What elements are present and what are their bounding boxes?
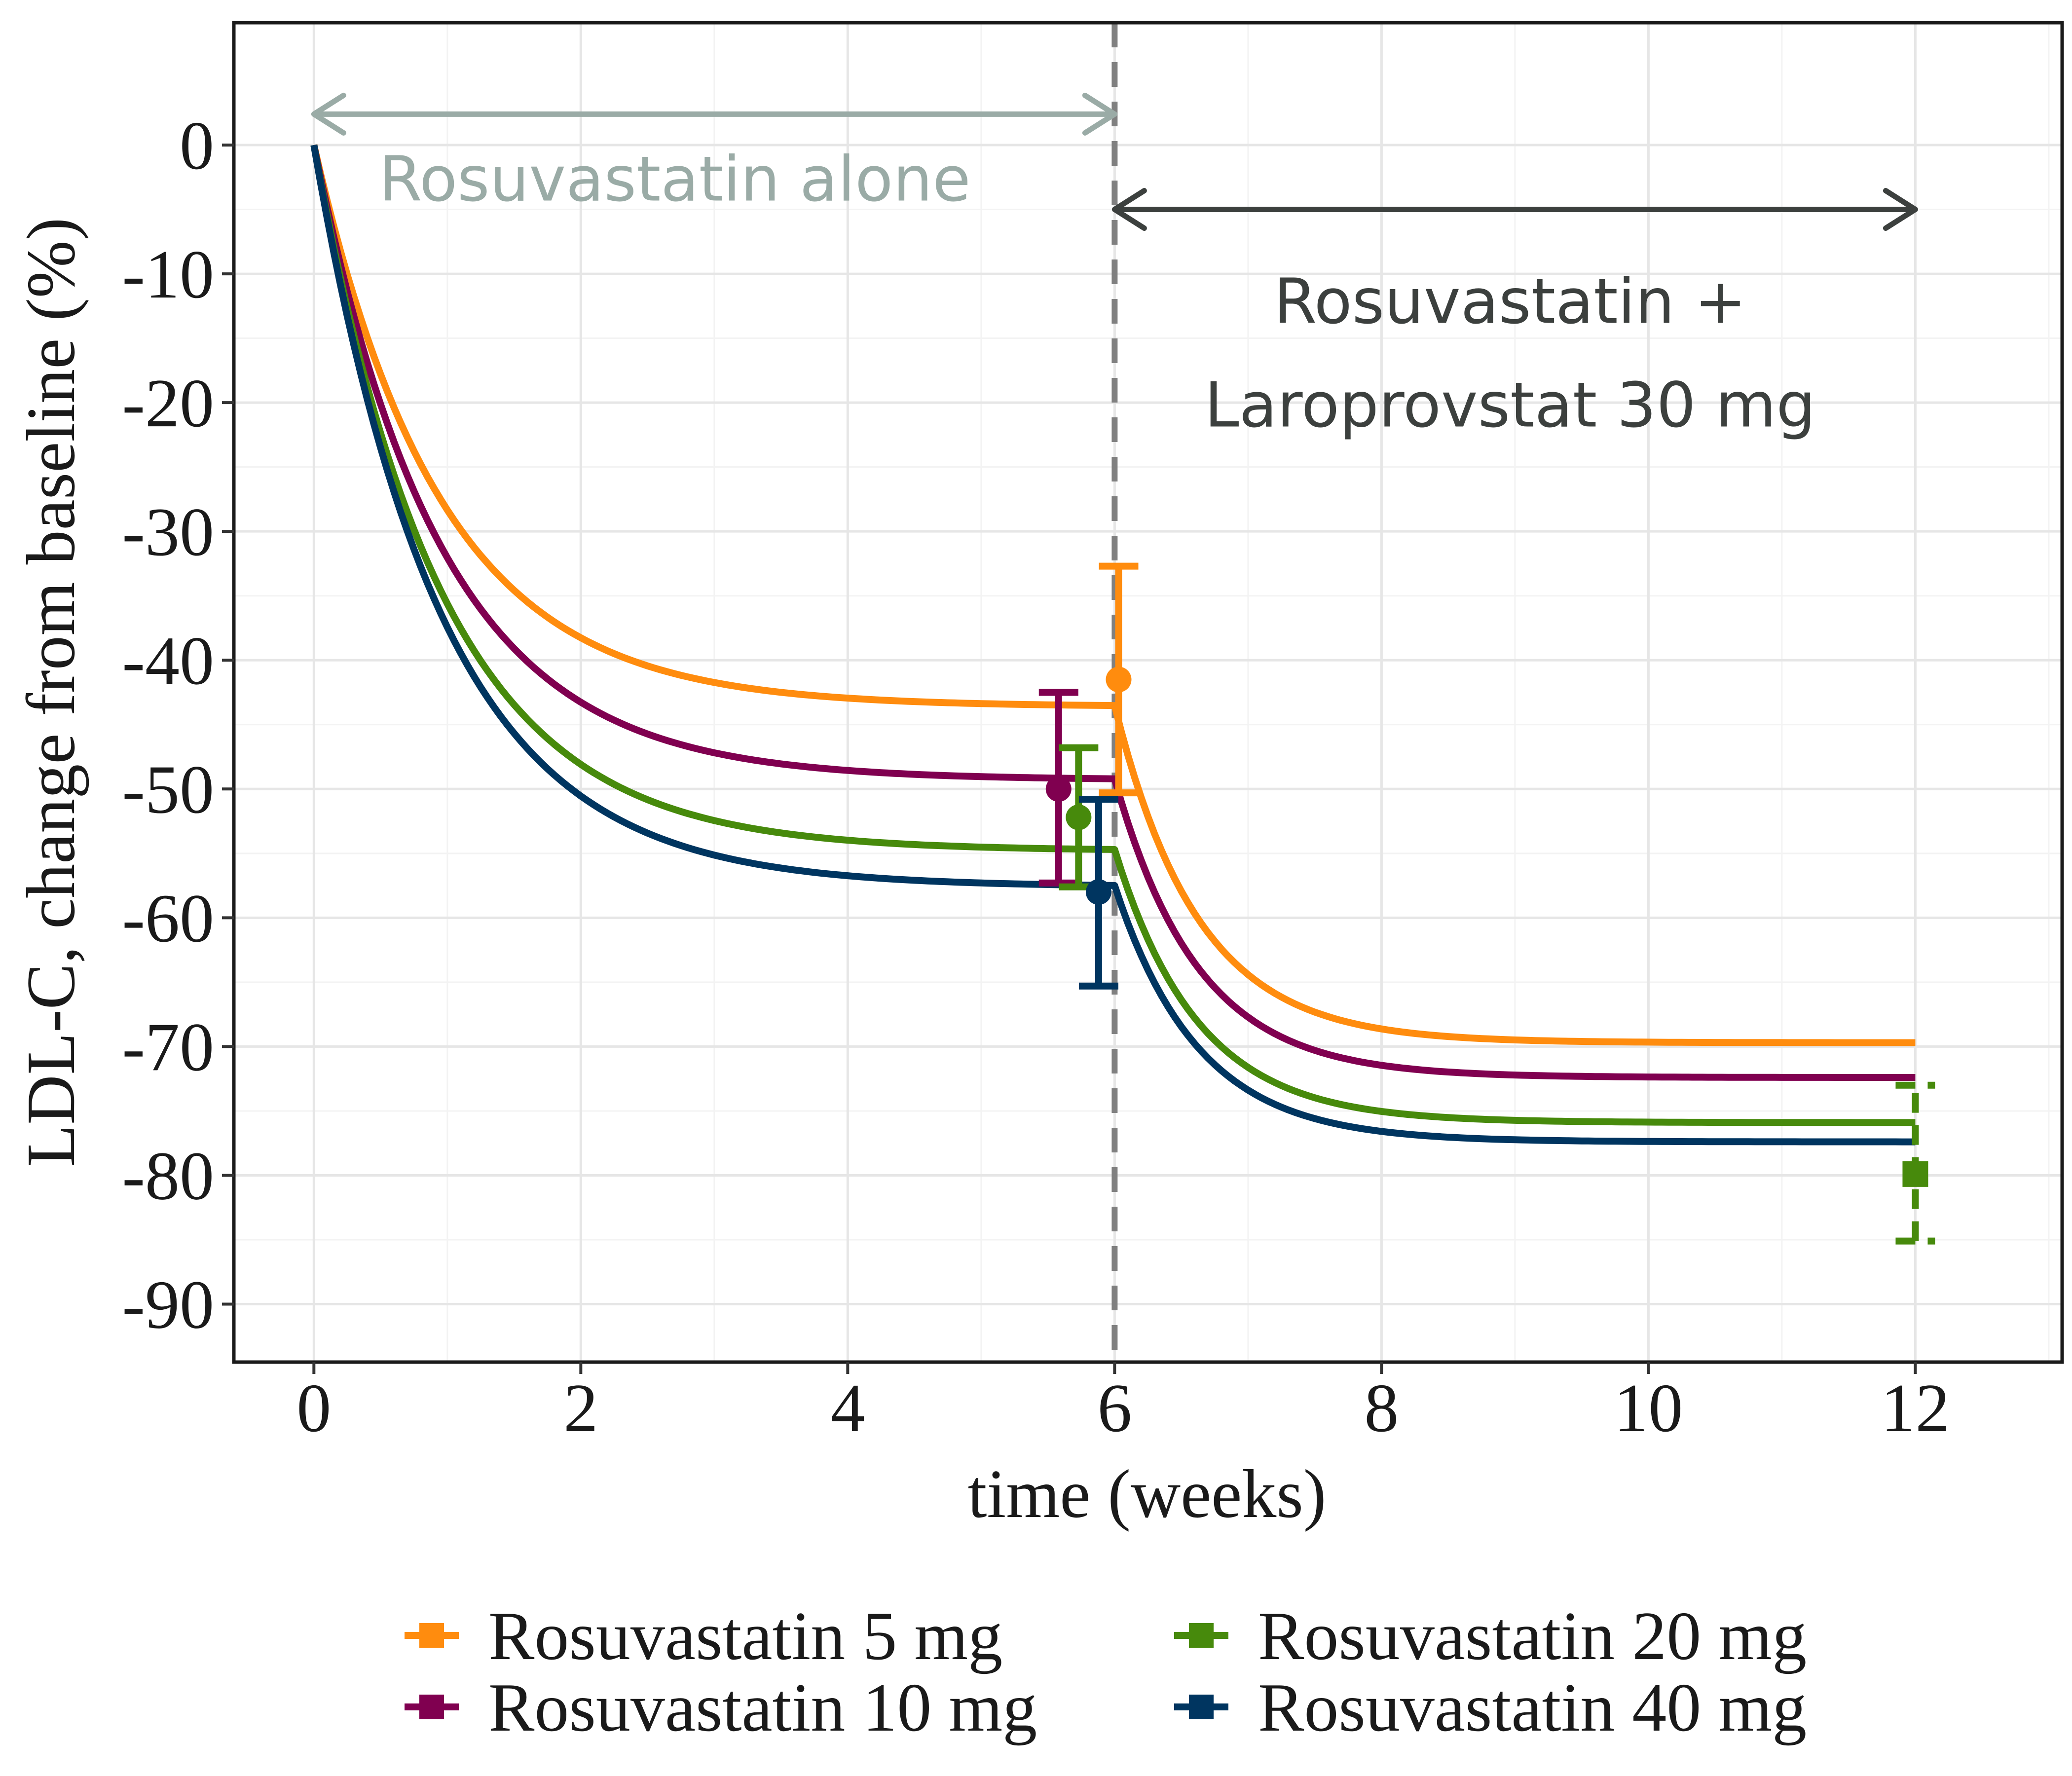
legend-label: Rosuvastatin 5 mg (488, 1598, 1002, 1674)
x-tick-label: 0 (296, 1370, 331, 1446)
y-tick-label: -70 (122, 1009, 214, 1085)
grid (234, 23, 2062, 1362)
legend-label: Rosuvastatin 20 mg (1258, 1598, 1807, 1674)
legend-key-marker (1189, 1695, 1214, 1719)
axis-ticks: 0 2 4 6 8 10 12 0 -10 -20 -30 -40 -50 -60 -70 -80 -90 (122, 108, 1950, 1446)
arrow-head-left (1111, 188, 1147, 231)
arrow-head-right (1883, 188, 1918, 231)
x-tick-label: 2 (563, 1370, 598, 1446)
model-curve (310, 144, 1916, 1146)
legend-key-marker (419, 1695, 444, 1719)
x-tick-label: 4 (830, 1370, 865, 1446)
model-curve (310, 144, 1916, 1081)
phase-annotations: Rosuvastatin alone Rosuvastatin + Laroprov… (311, 92, 1918, 441)
series-curves (310, 144, 1916, 1146)
observed-circle (1066, 804, 1092, 830)
y-tick-label: -60 (122, 880, 214, 957)
arrow-head-left (311, 92, 346, 136)
annotation-combo-label: Rosuvastatin + (1274, 265, 1746, 337)
observed-circle (1085, 879, 1111, 905)
x-tick-label: 6 (1097, 1370, 1132, 1446)
arrow-head-right (1082, 92, 1117, 136)
legend-label: Rosuvastatin 10 mg (488, 1669, 1037, 1746)
y-tick-label: -30 (122, 494, 214, 570)
observed-circle (1045, 776, 1072, 802)
plot-border (232, 21, 2064, 1364)
y-tick-label: 0 (180, 108, 214, 184)
legend-key-marker (1189, 1623, 1214, 1648)
y-tick-label: -40 (122, 623, 214, 699)
x-tick-label: 10 (1614, 1370, 1683, 1446)
observed-points (1038, 562, 1935, 1245)
x-axis-label: time (weeks) (968, 1456, 1327, 1532)
y-tick-label: -80 (122, 1138, 214, 1214)
y-tick-label: -50 (122, 751, 214, 828)
annotation-alone-label: Rosuvastatin alone (379, 143, 971, 215)
y-axis-label: LDL-C, change from baseline (%) (13, 218, 89, 1167)
legend-label: Rosuvastatin 40 mg (1258, 1669, 1807, 1746)
model-curve (310, 144, 1916, 1046)
x-tick-label: 12 (1881, 1370, 1950, 1446)
legend-key-marker (419, 1623, 444, 1648)
observed-circle (1106, 666, 1132, 693)
y-tick-label: -10 (122, 236, 214, 313)
annotation-combo-label: Laroprovstat 30 mg (1204, 369, 1815, 441)
y-tick-label: -90 (122, 1267, 214, 1343)
y-tick-label: -20 (122, 365, 214, 442)
observed-square (1902, 1161, 1928, 1187)
x-tick-label: 8 (1364, 1370, 1399, 1446)
model-curve (310, 144, 1916, 1126)
